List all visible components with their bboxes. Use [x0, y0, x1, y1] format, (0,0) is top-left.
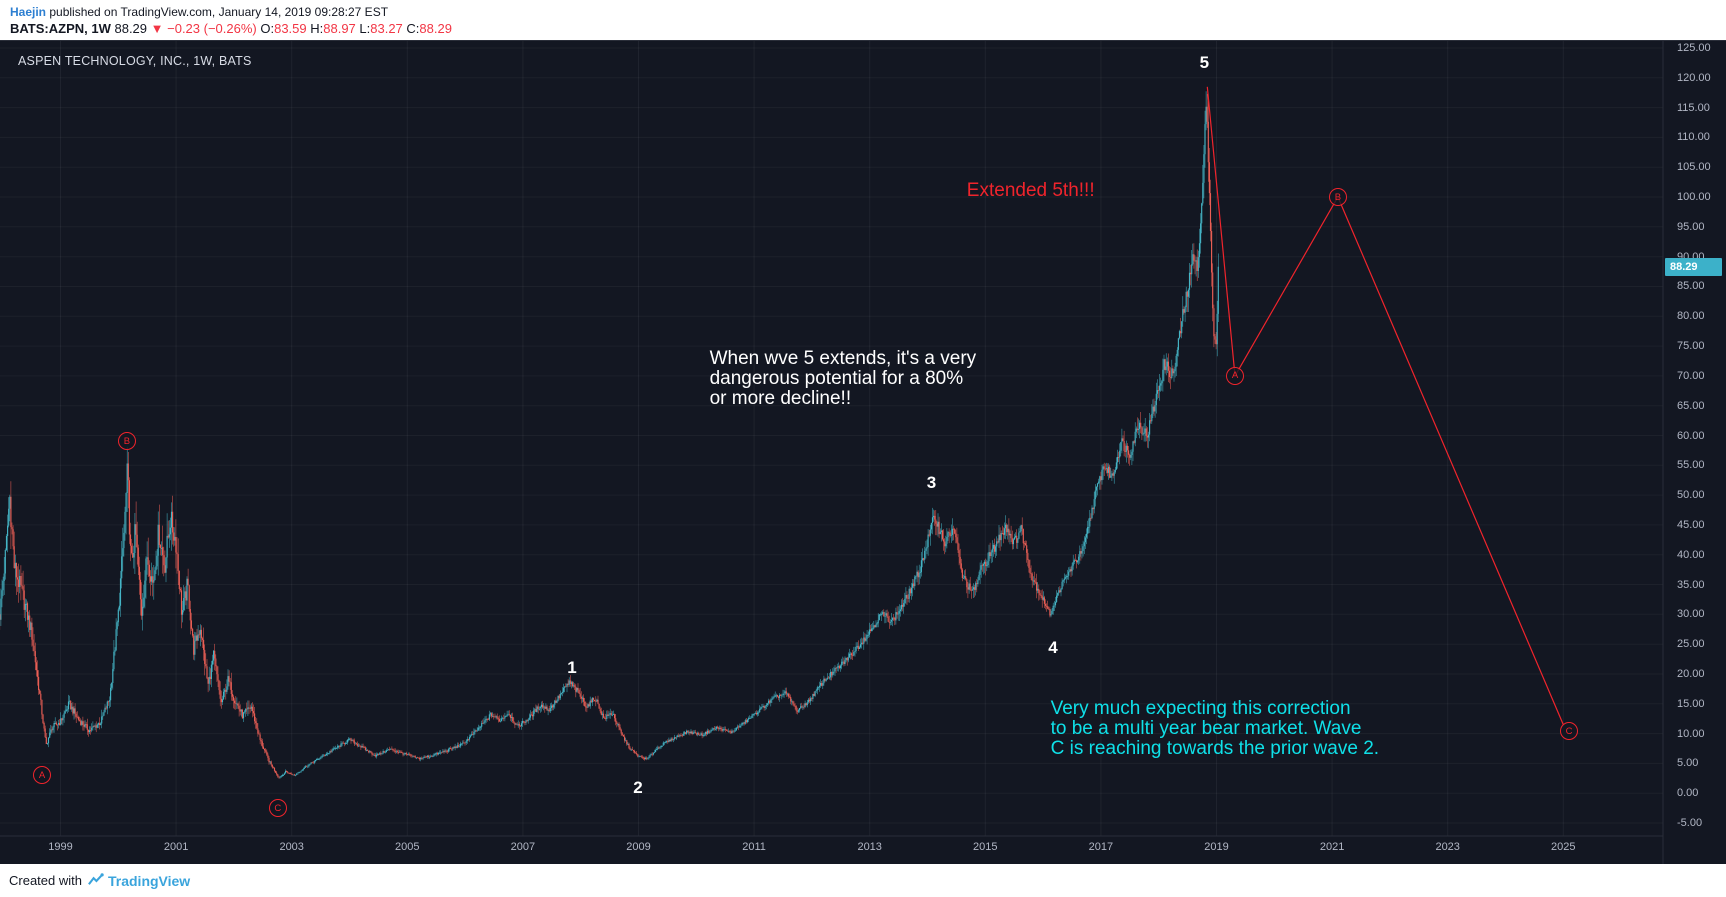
projection-wave-c: C: [1560, 722, 1579, 741]
wave-number-2: 2: [633, 777, 643, 797]
price-change: ▼ −0.23 (−0.26%): [150, 21, 261, 36]
published-line: Haejin published on TradingView.com, Jan…: [10, 5, 388, 19]
price-tick-label: 105.00: [1677, 161, 1711, 174]
price-tick-label: 25.00: [1677, 638, 1705, 651]
price-tick-label: 100.00: [1677, 191, 1711, 204]
snapshot-footer: Created with TradingView: [0, 864, 1726, 897]
time-tick-label: 2003: [279, 841, 304, 853]
price-tick-label: 35.00: [1677, 578, 1705, 591]
last-price: 88.29: [114, 21, 151, 36]
time-tick-label: 2025: [1551, 841, 1576, 853]
symbol-ohlc-line: BATS:AZPN, 1W 88.29 ▼ −0.23 (−0.26%) O:8…: [10, 21, 452, 36]
wave-number-1: 1: [567, 658, 577, 677]
time-tick-label: 2015: [973, 841, 998, 853]
price-tick-label: 75.00: [1677, 340, 1705, 353]
projection-line: [1206, 86, 1564, 725]
high-label: H:: [310, 21, 324, 36]
tradingview-logo-icon: [88, 873, 104, 885]
time-tick-label: 2021: [1319, 841, 1345, 853]
time-tick-label: 2013: [857, 841, 882, 853]
tradingview-link[interactable]: TradingView: [87, 872, 190, 889]
wave-number-4: 4: [1048, 638, 1058, 658]
price-tick-label: 50.00: [1677, 489, 1705, 502]
wave-number-3: 3: [926, 473, 937, 493]
published-info: published on TradingView.com, January 14…: [46, 5, 389, 19]
time-tick-label: 2019: [1204, 841, 1229, 853]
time-tick-label: 1999: [48, 841, 73, 853]
price-axis[interactable]: 125.00 120.00 115.00 110.00 105.00 100.00 95.0…: [0, 40, 1726, 864]
time-tick-label: 2009: [626, 841, 651, 853]
annotation-bear-market-note: Very much expecting this correction to b…: [1050, 698, 1380, 759]
price-tick-label: 65.00: [1677, 399, 1705, 412]
open-label: O:: [260, 21, 275, 36]
annotation-extended-5th: Extended 5th!!!: [966, 180, 1095, 202]
wave-circled-a: A: [33, 766, 51, 785]
time-tick-label: 2005: [395, 841, 420, 853]
snapshot-header: Haejin published on TradingView.com, Jan…: [0, 0, 1726, 40]
up-candle-bodies: [0, 106, 1219, 779]
projection-wave-b: B: [1328, 188, 1347, 207]
open-value: 83.59: [274, 21, 311, 36]
symbol-name: BATS:AZPN, 1W: [10, 21, 115, 36]
author-link[interactable]: Haejin: [10, 5, 47, 19]
wave-number-5: 5: [1199, 52, 1210, 72]
price-tick-label: 95.00: [1677, 220, 1705, 233]
price-tick-label: 80.00: [1677, 310, 1705, 323]
price-tick-label: 60.00: [1677, 429, 1705, 442]
price-tick-label: 5.00: [1677, 757, 1699, 770]
price-tick-label: 120.00: [1677, 71, 1711, 84]
close-value: 88.29: [419, 21, 452, 36]
down-candle-bodies: [0, 106, 1217, 778]
price-tick-label: 30.00: [1677, 608, 1705, 621]
time-tick-label: 2007: [510, 841, 536, 853]
time-tick-label: 2017: [1088, 841, 1114, 853]
chart-area[interactable]: ASPEN TECHNOLOGY, INC., 1W, BATS 1 2 3 4 5 A B…: [0, 40, 1726, 864]
last-price-tag: 88.29: [1665, 257, 1722, 276]
price-tick-label: -5.00: [1677, 817, 1703, 829]
price-tick-label: 20.00: [1677, 667, 1705, 680]
price-tick-label: 45.00: [1677, 518, 1705, 531]
created-with-label: Created with: [9, 873, 82, 888]
projection-wave-a: A: [1225, 366, 1244, 385]
time-tick-label: 2011: [742, 841, 766, 853]
close-label: C:: [406, 21, 420, 36]
price-tick-label: 0.00: [1677, 787, 1699, 800]
vertical-gridlines: [60, 40, 1564, 836]
low-label: L:: [359, 21, 371, 36]
chart-annotations-layer: 1 2 3 4 5 A B C A B C Extended 5th!!! When wve 5 ext…: [0, 40, 1726, 864]
price-tick-label: 125.00: [1677, 42, 1711, 54]
time-axis[interactable]: 1999 2001 2003 2005 2007 2009 2011 2013 2015 2017…: [0, 40, 1726, 864]
price-tick-label: 70.00: [1677, 369, 1705, 382]
price-tick-label: 115.00: [1677, 101, 1710, 114]
high-value: 88.97: [323, 21, 360, 36]
tradingview-wordmark: TradingView: [107, 872, 191, 889]
time-tick-label: 2001: [163, 841, 189, 853]
chart-canvas[interactable]: [0, 40, 1726, 864]
price-tick-label: 15.00: [1677, 697, 1705, 710]
price-tick-label: 110.00: [1677, 131, 1710, 144]
price-tick-label: 40.00: [1677, 548, 1705, 561]
wave-circled-c: C: [268, 799, 287, 818]
price-tick-label: 55.00: [1677, 459, 1705, 472]
wave-circled-b: B: [117, 432, 136, 451]
chart-title: ASPEN TECHNOLOGY, INC., 1W, BATS: [18, 54, 252, 68]
annotation-wave5-warning: When wve 5 extends, it's a very dangerou…: [709, 348, 977, 410]
low-value: 83.27: [370, 21, 407, 36]
price-tick-label: 85.00: [1677, 280, 1705, 293]
time-tick-label: 2023: [1435, 841, 1460, 853]
price-tick-label: 10.00: [1677, 727, 1705, 740]
